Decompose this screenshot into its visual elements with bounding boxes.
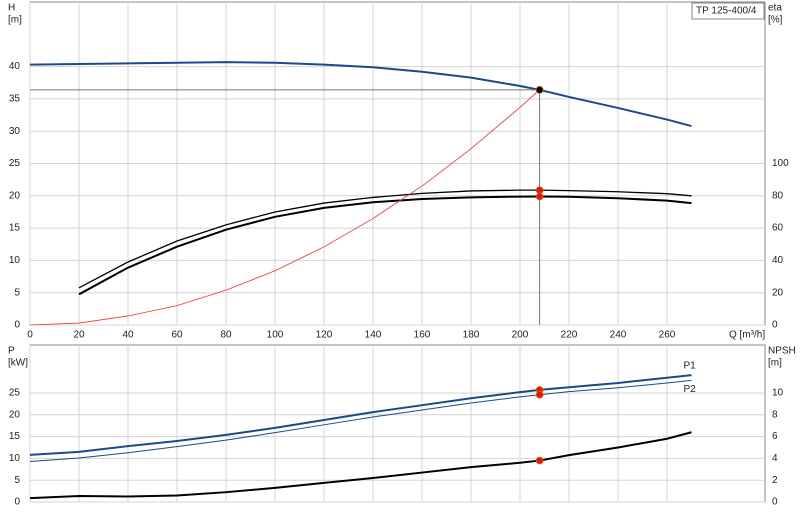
series-line <box>78 189 692 289</box>
y2-axis-label: eta <box>768 3 782 14</box>
x-tick-label: 40 <box>122 330 134 341</box>
y2-tick-label: 0 <box>772 497 778 508</box>
y2-tick-label: 20 <box>772 287 784 298</box>
series-line <box>78 195 692 296</box>
y-tick-label: 40 <box>9 61 21 72</box>
title-box <box>691 2 765 20</box>
y-tick-label: 30 <box>9 126 21 137</box>
y2-tick-label: 60 <box>772 223 784 234</box>
y-axis-unit: [m] <box>8 15 22 26</box>
duty-point <box>535 186 544 194</box>
duty-point <box>535 192 544 201</box>
y-tick-label: 10 <box>9 255 21 266</box>
series-line <box>29 431 692 500</box>
y-tick-label: 5 <box>14 475 20 486</box>
plot-area <box>29 344 766 503</box>
y-tick-label: 25 <box>9 388 21 399</box>
series-label: P1 <box>684 361 697 372</box>
y-tick-label: 5 <box>14 287 20 298</box>
x-tick-label: 240 <box>610 330 627 341</box>
y-tick-label: 35 <box>9 94 21 105</box>
y2-tick-label: 0 <box>772 320 778 331</box>
series-line <box>29 61 692 127</box>
y-tick-label: 15 <box>9 431 21 442</box>
y-tick-label: 10 <box>9 453 21 464</box>
series-label: P2 <box>684 384 697 395</box>
x-tick-label: 0 <box>27 330 33 341</box>
y2-tick-label: 4 <box>772 453 778 464</box>
x-tick-label: 120 <box>316 330 333 341</box>
chart-title: TP 125-400/4 <box>696 6 757 17</box>
duty-point <box>535 86 544 94</box>
x-axis-label: Q [m³/h] <box>729 330 765 341</box>
y2-tick-label: 2 <box>772 475 778 486</box>
x-tick-label: 220 <box>561 330 578 341</box>
y2-axis-unit: [m] <box>768 358 782 369</box>
y-axis-label: H <box>8 3 15 14</box>
series-line <box>29 89 540 326</box>
y-tick-label: 25 <box>9 158 21 169</box>
y2-axis-label: NPSH <box>768 346 796 357</box>
x-tick-label: 260 <box>659 330 676 341</box>
x-tick-label: 80 <box>220 330 232 341</box>
x-tick-label: 60 <box>171 330 183 341</box>
duty-point <box>535 390 544 399</box>
x-tick-label: 100 <box>267 330 284 341</box>
duty-point <box>535 456 544 465</box>
x-tick-label: 180 <box>463 330 480 341</box>
x-tick-label: 200 <box>512 330 529 341</box>
y2-tick-label: 80 <box>772 190 784 201</box>
y2-tick-label: 10 <box>772 388 784 399</box>
y-tick-label: 20 <box>9 190 21 201</box>
x-tick-label: 160 <box>414 330 431 341</box>
y2-tick-label: 6 <box>772 431 778 442</box>
y2-tick-label: 40 <box>772 255 784 266</box>
y-tick-label: 0 <box>14 320 20 331</box>
x-tick-label: 140 <box>365 330 382 341</box>
y-tick-label: 15 <box>9 223 21 234</box>
y2-tick-label: 100 <box>772 158 789 169</box>
y-axis-unit: [kW] <box>8 358 28 369</box>
y2-tick-label: 8 <box>772 409 778 420</box>
y2-axis-unit: [%] <box>768 15 783 26</box>
y-tick-label: 0 <box>14 497 20 508</box>
y-tick-label: 20 <box>9 409 21 420</box>
series-line <box>29 374 692 456</box>
y-axis-label: P <box>8 346 15 357</box>
x-tick-label: 20 <box>73 330 85 341</box>
series-line <box>29 379 692 462</box>
